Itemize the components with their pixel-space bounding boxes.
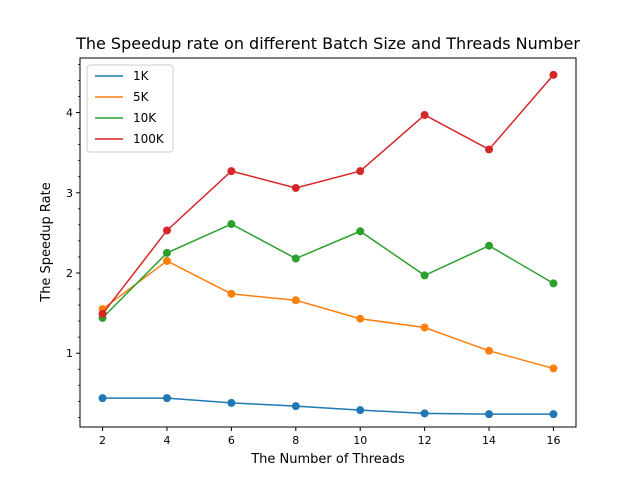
- data-point-100K-1: [162, 226, 171, 235]
- data-point-10K-6: [485, 241, 494, 250]
- data-point-100K-5: [420, 110, 429, 119]
- data-point-10K-1: [162, 248, 171, 257]
- legend-label-1K: 1K: [133, 69, 150, 83]
- series-line-5K: [102, 260, 554, 370]
- data-point-1K-1: [162, 394, 171, 403]
- legend-label-10K: 10K: [133, 111, 157, 125]
- data-point-10K-4: [356, 227, 365, 236]
- data-point-100K-6: [485, 145, 494, 154]
- x-axis-ticks: 2 4 6 8 10 12 14 16: [99, 427, 560, 447]
- legend: 1K 5K 10K 100K: [86, 64, 174, 153]
- data-point-100K-0: [98, 309, 107, 318]
- series-line-1K: [102, 397, 554, 415]
- data-point-1K-4: [356, 406, 365, 415]
- x-tick-label: 2: [99, 434, 106, 447]
- series-line-100K: [101, 74, 555, 315]
- x-axis-label: The Number of Threads: [250, 452, 405, 467]
- data-point-5K-2: [227, 289, 236, 298]
- x-tick-label: 6: [228, 434, 235, 447]
- y-tick-label: 2: [66, 267, 73, 280]
- y-tick-label: 1: [66, 347, 73, 360]
- data-point-5K-3: [291, 296, 300, 305]
- x-tick-label: 12: [418, 434, 432, 447]
- data-point-10K-5: [420, 271, 429, 280]
- x-tick-label: 14: [482, 434, 496, 447]
- series-layer: [98, 70, 558, 419]
- data-point-1K-2: [227, 398, 236, 407]
- data-point-10K-7: [549, 279, 558, 288]
- data-point-100K-4: [356, 167, 365, 176]
- data-point-10K-3: [291, 254, 300, 263]
- data-point-5K-4: [356, 314, 365, 323]
- x-tick-label: 16: [546, 434, 560, 447]
- x-tick-label: 4: [163, 434, 170, 447]
- y-tick-label: 4: [66, 107, 73, 120]
- legend-label-5K: 5K: [133, 90, 150, 104]
- plot-area-frame: [79, 57, 577, 428]
- y-axis-label: The Speedup Rate: [39, 182, 54, 303]
- data-point-1K-7: [549, 410, 558, 419]
- legend-label-100K: 100K: [133, 132, 165, 146]
- data-point-1K-0: [98, 394, 107, 403]
- data-point-100K-7: [549, 70, 558, 79]
- data-point-100K-3: [291, 183, 300, 192]
- data-point-5K-1: [162, 256, 171, 265]
- data-point-5K-7: [549, 364, 558, 373]
- y-tick-label: 3: [66, 187, 73, 200]
- x-tick-label: 10: [353, 434, 367, 447]
- data-point-1K-6: [485, 410, 494, 419]
- legend-box: [86, 64, 174, 153]
- data-point-5K-6: [485, 346, 494, 355]
- series-line-10K: [102, 223, 554, 319]
- y-axis-ticks: 1 2 3 4: [66, 64, 80, 418]
- x-tick-label: 8: [292, 434, 299, 447]
- data-point-10K-2: [227, 220, 236, 229]
- data-point-1K-5: [420, 409, 429, 418]
- data-point-100K-2: [227, 167, 236, 176]
- data-point-1K-3: [291, 402, 300, 411]
- data-point-5K-5: [420, 323, 429, 332]
- chart-title: The Speedup rate on different Batch Size…: [75, 34, 580, 53]
